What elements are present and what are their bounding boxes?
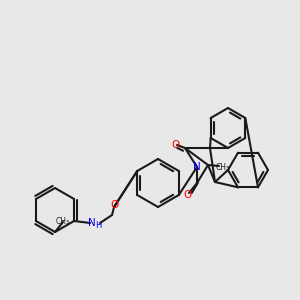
Text: CH₃: CH₃ xyxy=(56,218,70,226)
Text: H: H xyxy=(95,220,101,230)
Text: O: O xyxy=(183,190,191,200)
Text: O: O xyxy=(110,200,118,210)
Text: CH₃: CH₃ xyxy=(216,163,230,172)
Text: N: N xyxy=(193,162,201,172)
Text: O: O xyxy=(171,140,179,150)
Text: N: N xyxy=(88,218,96,228)
